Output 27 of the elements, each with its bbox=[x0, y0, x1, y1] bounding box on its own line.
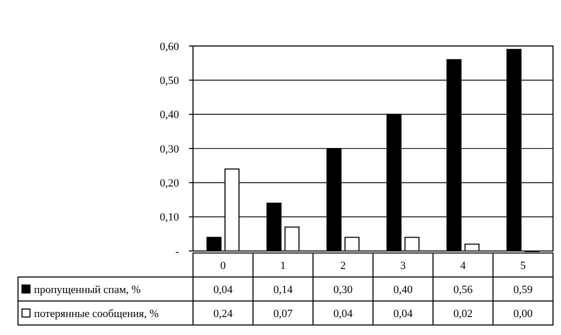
data-label: 0,56 bbox=[453, 284, 474, 296]
data-label: 0,04 bbox=[393, 308, 414, 320]
legend-label: потерянные сообщения, % bbox=[34, 308, 159, 320]
data-label: 0,30 bbox=[333, 284, 354, 296]
y-tick-label: 0,60 bbox=[160, 40, 180, 53]
data-label: 0,14 bbox=[273, 284, 294, 296]
y-tick-label: - bbox=[175, 246, 180, 258]
y-tick-label: 0,20 bbox=[160, 178, 180, 190]
x-tick-label: 2 bbox=[340, 260, 346, 272]
y-tick-label: 0,30 bbox=[160, 143, 180, 156]
data-label: 0,00 bbox=[513, 308, 534, 320]
y-tick-label: 0,50 bbox=[160, 75, 180, 88]
data-label: 0,04 bbox=[333, 308, 354, 320]
y-tick-label: 0,10 bbox=[160, 212, 180, 224]
data-label: 0,59 bbox=[513, 284, 534, 296]
data-label: 0,02 bbox=[453, 308, 473, 320]
x-tick-label: 4 bbox=[460, 260, 466, 272]
data-label: 0,07 bbox=[273, 308, 294, 320]
x-tick-label: 1 bbox=[280, 260, 286, 272]
data-label: 0,04 bbox=[213, 284, 234, 296]
y-tick-label: 0,40 bbox=[160, 109, 180, 122]
legend-label: пропущенный спам, % bbox=[34, 284, 141, 296]
x-tick-label: 5 bbox=[520, 260, 526, 272]
data-label: 0,24 bbox=[213, 308, 234, 320]
x-tick-label: 3 bbox=[400, 260, 406, 272]
x-tick-label: 0 bbox=[220, 260, 226, 272]
data-label: 0,40 bbox=[393, 284, 414, 296]
